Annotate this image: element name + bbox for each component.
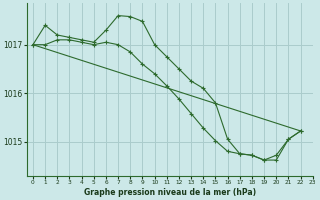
X-axis label: Graphe pression niveau de la mer (hPa): Graphe pression niveau de la mer (hPa) (84, 188, 256, 197)
